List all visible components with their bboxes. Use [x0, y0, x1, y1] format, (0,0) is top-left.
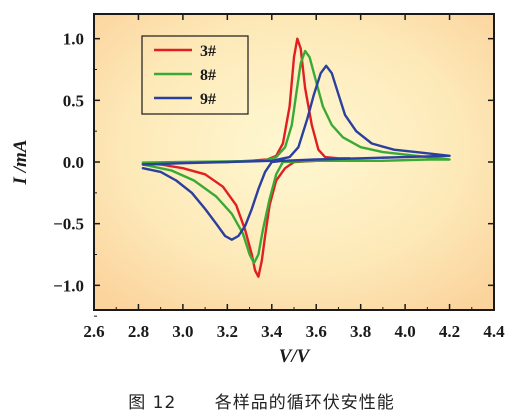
- x-tick-label: 2.6: [83, 322, 104, 341]
- legend-label-3: 9#: [200, 91, 216, 108]
- legend-box: [141, 35, 249, 115]
- x-tick-label: 3.2: [217, 322, 238, 341]
- y-tick-label: −0.5: [53, 215, 84, 234]
- x-tick-label: 2.8: [128, 322, 149, 341]
- x-tick-label: 3.4: [261, 322, 283, 341]
- ticks-layer: 2.6 2.8 3.0 3.2 3.4 3.6 3.8 4.0 4.2 4.4 1.0 0.5 0.0 −…: [53, 14, 505, 341]
- y-axis-title: I /mA: [10, 140, 31, 186]
- x-tick-label: 3.6: [306, 322, 327, 341]
- series-line-3: [141, 64, 451, 241]
- x-tick-label: 3.8: [350, 322, 371, 341]
- x-tick-label: 4.4: [483, 322, 505, 341]
- figure-caption: 图 12 各样品的循环伏安性能: [0, 388, 523, 413]
- series-layer: [141, 37, 451, 278]
- y-tick-label: −1.0: [53, 276, 84, 295]
- caption-text: 各样品的循环伏安性能: [214, 393, 395, 413]
- y-tick-label: 0.5: [63, 91, 84, 110]
- caption-label: 图 12: [128, 393, 177, 413]
- x-tick-label: 4.2: [439, 322, 460, 341]
- x-tick-label: 3.0: [172, 322, 193, 341]
- x-axis-title: V/V: [279, 346, 311, 367]
- y-tick-label: 0.0: [63, 153, 84, 172]
- legend-label-2: 8#: [200, 67, 216, 84]
- legend-label-1: 3#: [200, 43, 216, 60]
- y-tick-label: 1.0: [63, 30, 84, 49]
- legend: 3# 8# 9#: [141, 35, 249, 115]
- x-tick-label: 4.0: [394, 322, 415, 341]
